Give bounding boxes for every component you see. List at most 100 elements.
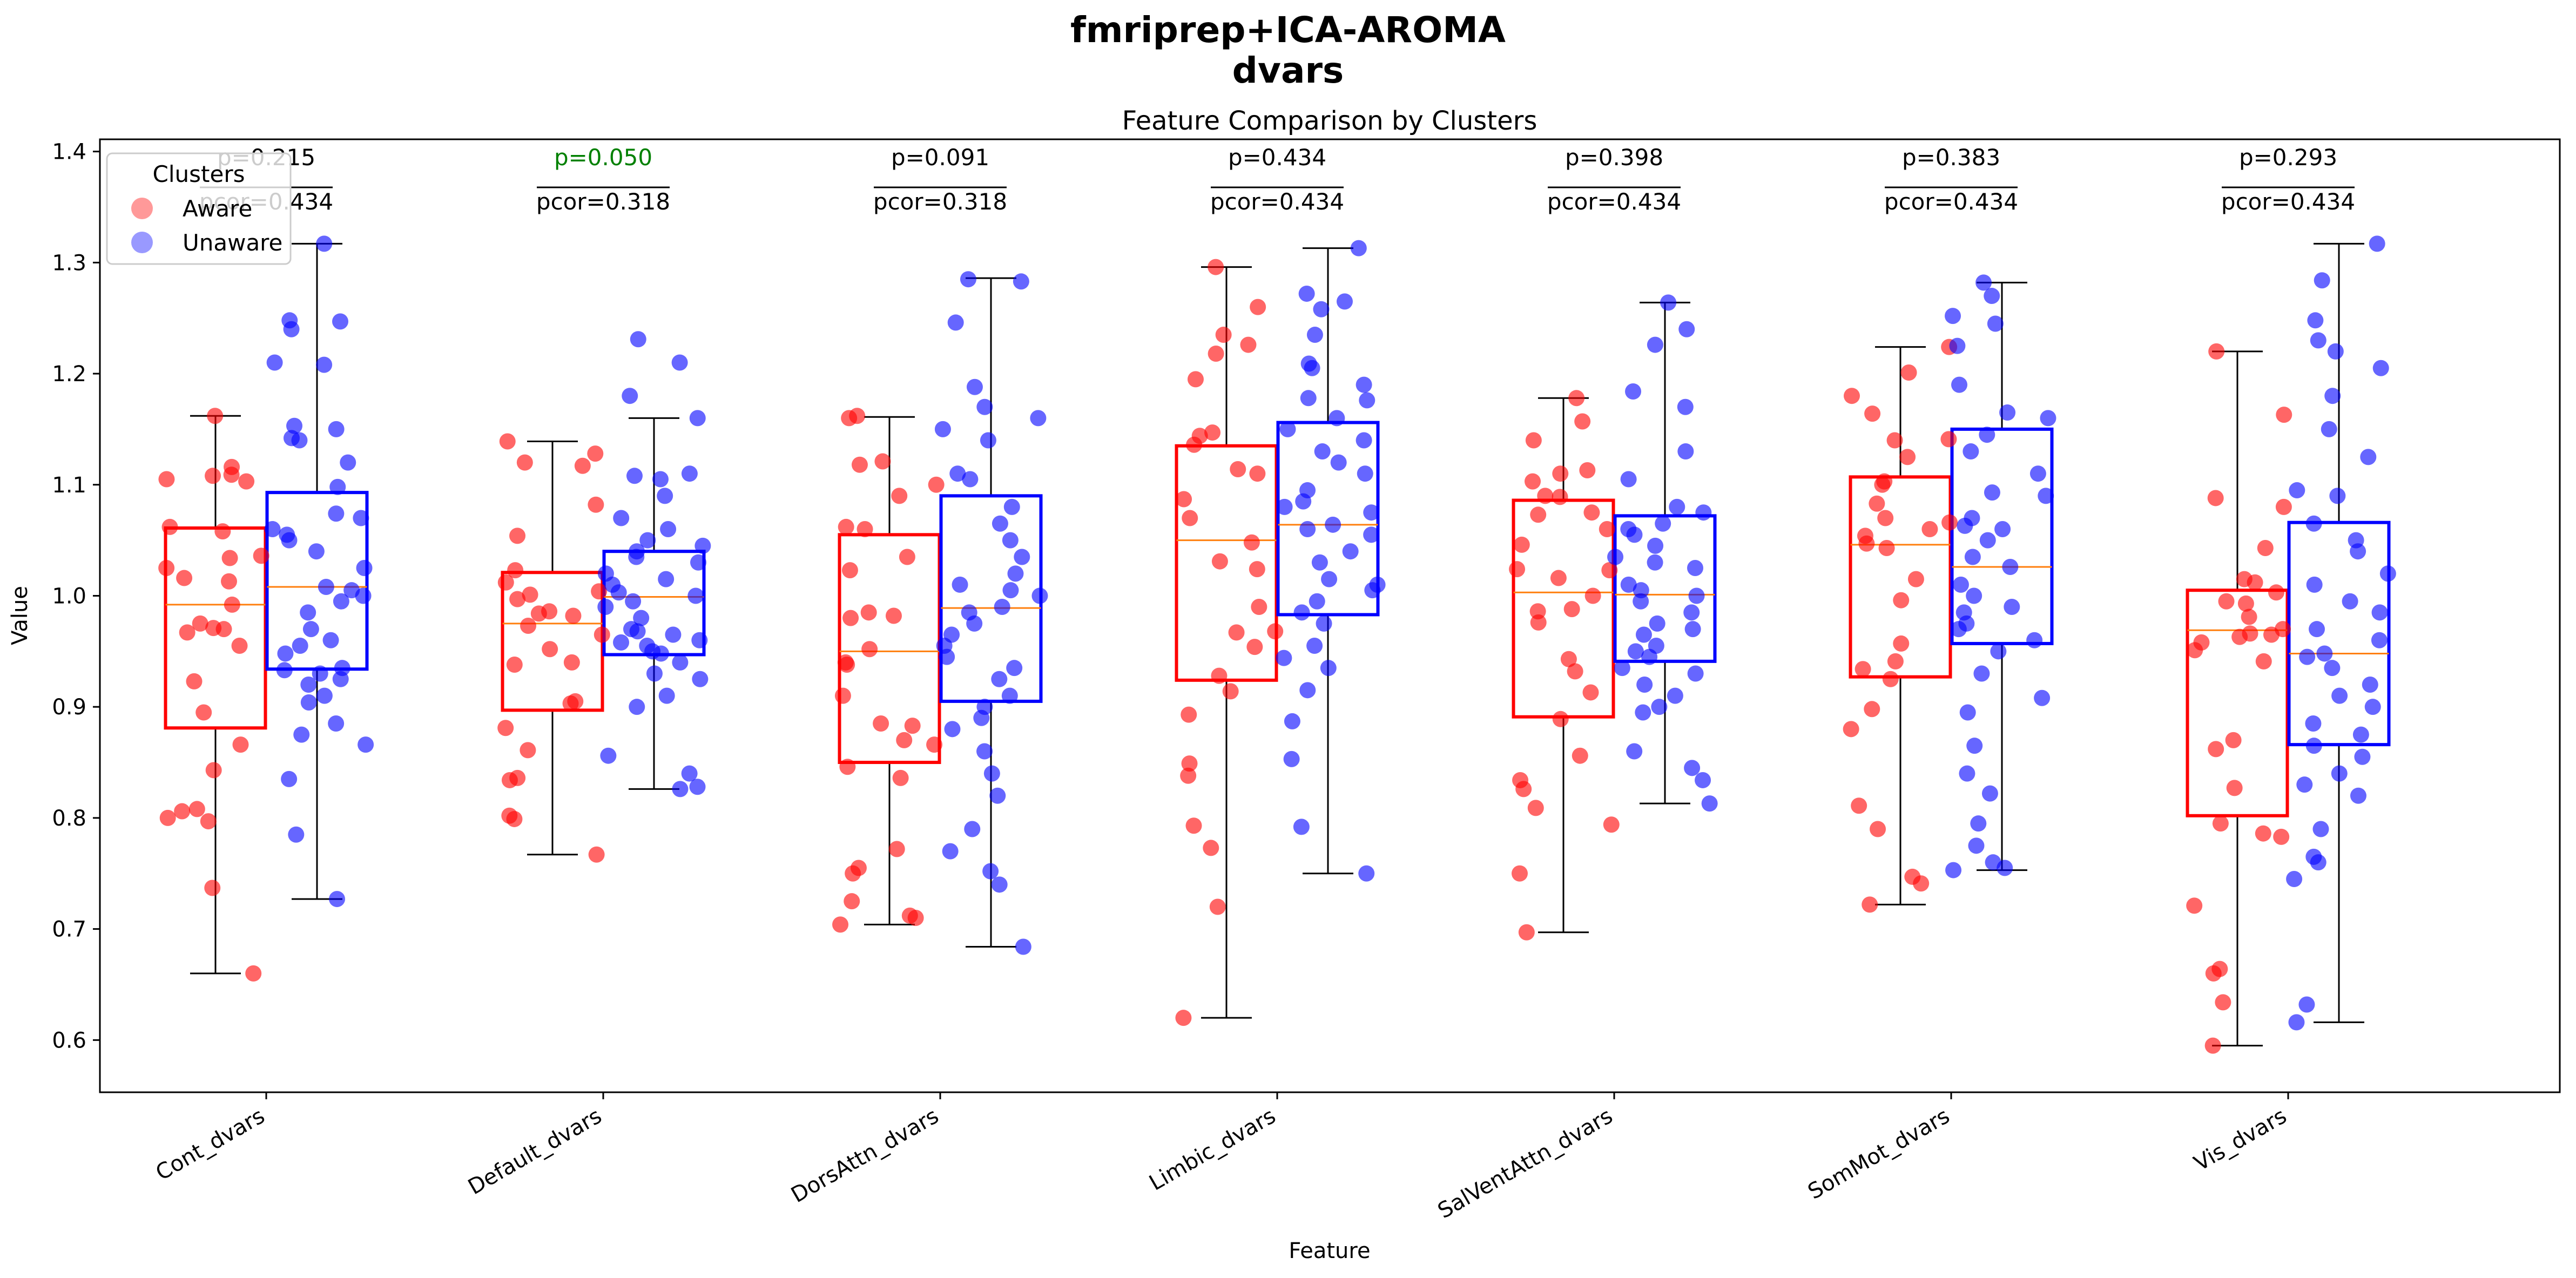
data-point-unaware — [622, 388, 638, 404]
data-point-unaware — [300, 604, 316, 621]
data-point-unaware — [328, 505, 345, 522]
data-point-unaware — [1299, 682, 1316, 699]
pcor-value-label: pcor=0.434 — [1547, 188, 1681, 215]
data-point-unaware — [991, 671, 1008, 687]
data-point-unaware — [316, 687, 333, 704]
data-point-unaware — [2306, 576, 2323, 593]
data-point-unaware — [944, 721, 961, 738]
data-point-aware — [1527, 800, 1544, 816]
data-point-unaware — [1306, 638, 1323, 654]
data-point-unaware — [980, 432, 996, 449]
data-point-aware — [928, 476, 945, 493]
data-point-unaware — [328, 715, 345, 732]
data-point-aware — [2275, 498, 2292, 515]
data-point-aware — [1182, 510, 1198, 526]
data-point-unaware — [2371, 632, 2388, 648]
data-point-unaware — [1002, 532, 1019, 549]
y-tick-label: 1.1 — [52, 473, 86, 498]
data-point-aware — [207, 408, 224, 424]
y-tick-label: 1.0 — [52, 584, 86, 608]
data-point-aware — [2276, 407, 2292, 423]
data-point-unaware — [2360, 449, 2377, 465]
data-point-aware — [1893, 592, 1910, 608]
data-point-aware — [1246, 639, 1263, 655]
figure-suptitle-line1: fmriprep+ICA-AROMA — [1070, 9, 1506, 51]
data-point-unaware — [1981, 785, 1998, 802]
data-point-unaware — [1677, 398, 1694, 415]
data-point-unaware — [2305, 515, 2322, 532]
y-tick-label: 1.3 — [52, 251, 86, 275]
data-point-aware — [1876, 473, 1893, 490]
data-point-unaware — [1316, 615, 1332, 632]
data-point-aware — [245, 965, 262, 982]
data-point-aware — [1603, 816, 1620, 833]
data-point-unaware — [2309, 621, 2325, 638]
data-point-unaware — [681, 765, 698, 782]
data-point-aware — [195, 704, 212, 721]
data-point-aware — [1513, 536, 1530, 553]
data-point-aware — [850, 860, 867, 876]
data-point-unaware — [2305, 848, 2322, 865]
data-point-unaware — [633, 610, 650, 626]
data-point-aware — [892, 769, 909, 786]
data-point-aware — [885, 607, 902, 624]
data-point-unaware — [1293, 819, 1310, 835]
data-point-unaware — [2298, 996, 2315, 1013]
data-point-unaware — [657, 488, 673, 504]
data-point-aware — [1211, 553, 1228, 570]
data-point-unaware — [2305, 738, 2322, 754]
data-point-unaware — [629, 543, 645, 560]
data-point-unaware — [1636, 677, 1653, 693]
data-point-aware — [1563, 601, 1580, 618]
data-point-unaware — [328, 421, 345, 437]
data-point-aware — [904, 718, 921, 734]
data-point-aware — [1550, 570, 1567, 586]
data-point-unaware — [961, 604, 977, 621]
data-point-unaware — [1984, 288, 2000, 305]
data-point-unaware — [1966, 587, 1982, 604]
data-point-unaware — [1284, 713, 1300, 729]
y-axis-label: Value — [8, 586, 32, 645]
data-point-unaware — [1293, 604, 1310, 621]
axes-frame — [99, 138, 2561, 1093]
data-point-unaware — [2038, 488, 2054, 504]
data-point-unaware — [1683, 604, 1700, 621]
data-point-aware — [2255, 825, 2271, 842]
data-point-unaware — [660, 521, 677, 538]
data-point-aware — [516, 454, 533, 471]
data-point-aware — [1887, 653, 1904, 670]
data-point-aware — [2241, 608, 2257, 625]
data-point-aware — [224, 596, 240, 613]
data-point-unaware — [1990, 643, 2007, 660]
data-point-unaware — [1013, 273, 1029, 290]
data-point-unaware — [276, 662, 293, 679]
data-point-aware — [1568, 390, 1585, 407]
data-point-unaware — [992, 515, 1008, 532]
data-point-unaware — [625, 593, 642, 610]
figure-suptitle-line2: dvars — [1232, 50, 1344, 91]
data-point-unaware — [1684, 760, 1701, 776]
data-point-aware — [1211, 667, 1228, 684]
data-point-aware — [926, 736, 943, 753]
y-axis-ticks: 0.6 0.7 0.8 0.9 1.0 1.1 1.2 1.3 1.4 — [52, 140, 100, 1053]
data-point-unaware — [1964, 510, 1980, 526]
box-unaware — [1276, 421, 1380, 617]
pcor-value-label: pcor=0.434 — [1884, 188, 2018, 215]
legend-marker-unaware — [131, 232, 153, 253]
data-point-unaware — [318, 579, 334, 596]
data-point-unaware — [1620, 521, 1637, 538]
data-point-unaware — [1359, 392, 1375, 409]
data-point-unaware — [639, 638, 656, 654]
data-point-unaware — [1030, 410, 1047, 427]
data-point-unaware — [629, 699, 645, 715]
pcor-value-label: pcor=0.434 — [2221, 188, 2355, 215]
data-point-unaware — [1649, 615, 1665, 632]
data-point-unaware — [2354, 748, 2371, 765]
y-tick-label: 0.6 — [52, 1028, 86, 1053]
data-point-aware — [522, 586, 538, 603]
data-point-unaware — [333, 593, 349, 610]
p-value-label: p=0.383 — [1902, 144, 2000, 171]
data-point-unaware — [2040, 410, 2056, 427]
data-point-unaware — [1963, 443, 1979, 460]
data-point-aware — [1878, 540, 1895, 557]
